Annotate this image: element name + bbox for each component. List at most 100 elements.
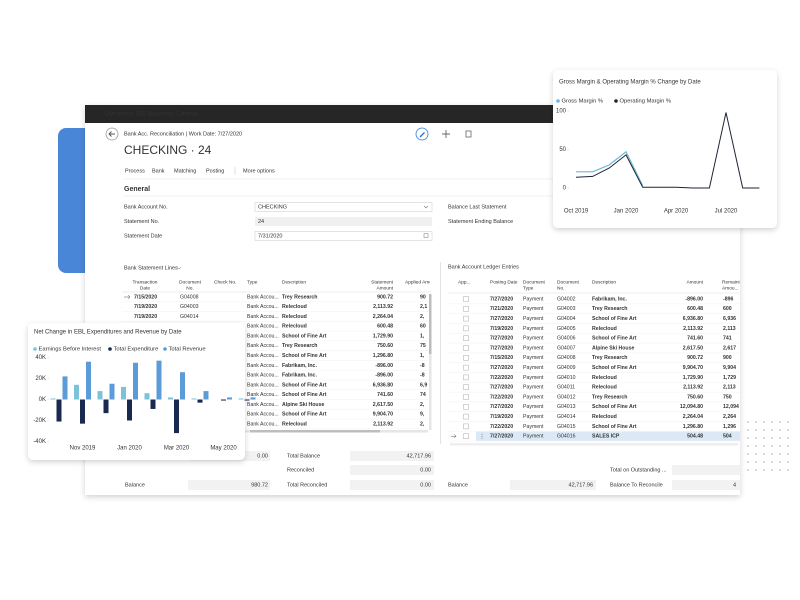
legend-label[interactable]: Gross Margin % [562, 99, 604, 105]
decor-dot [755, 437, 757, 439]
checkbox[interactable] [463, 394, 469, 400]
cell[interactable]: School of Fine Art [282, 392, 327, 398]
field-input[interactable] [254, 231, 433, 241]
action-tab[interactable]: Bank [152, 168, 165, 174]
bar [227, 397, 232, 400]
decor-dot [787, 429, 789, 431]
checkbox[interactable] [463, 404, 469, 410]
action-tab[interactable]: Matching [174, 168, 196, 174]
column-header: Applied Amou... [405, 279, 439, 285]
cell[interactable]: Fabrikam, Inc. [592, 296, 627, 302]
bar [50, 398, 56, 400]
cell: 7/27/2020 [490, 336, 513, 342]
cell[interactable]: Relecloud [282, 324, 307, 330]
decor-dot [763, 421, 765, 423]
cell: Payment [523, 296, 544, 302]
cell[interactable]: Relecloud [282, 304, 307, 310]
checkbox[interactable] [463, 413, 469, 420]
checkbox[interactable] [463, 433, 469, 439]
legend-label[interactable]: Operating Margin % [620, 99, 672, 105]
cell: Bank Accou... [247, 304, 279, 310]
cell[interactable]: Relecloud [282, 421, 307, 427]
checkbox[interactable] [463, 325, 469, 332]
cell: 2, [420, 402, 425, 408]
new-button[interactable] [442, 130, 450, 138]
decor-dot [755, 453, 757, 455]
delete-button[interactable] [465, 130, 472, 138]
cell: Payment [523, 424, 544, 430]
cell: Payment [523, 306, 544, 312]
legend-label[interactable]: Total Revenue [169, 347, 206, 353]
cell[interactable]: Relecloud [592, 414, 617, 420]
decor-dot [787, 469, 789, 471]
action-tab[interactable]: Posting [206, 168, 224, 174]
cell[interactable]: School of Fine Art [282, 353, 327, 359]
bar [109, 383, 115, 400]
decor-dot [747, 421, 749, 423]
total-value: 980.72 [251, 482, 268, 488]
cell: 7/27/2020 [490, 385, 513, 391]
field-input[interactable] [254, 202, 433, 212]
cell[interactable]: Relecloud [592, 375, 617, 381]
action-tab[interactable]: Process [125, 168, 145, 174]
legend-label[interactable]: Earnings Before Interest [39, 347, 102, 353]
cell[interactable]: Trey Research [592, 355, 627, 361]
cell[interactable]: Trey Research [592, 306, 627, 312]
cell[interactable]: School of Fine Art [282, 382, 327, 388]
checkbox[interactable] [463, 374, 469, 381]
cell[interactable]: Fabrikam, Inc. [282, 373, 317, 379]
decor-dot [779, 429, 781, 431]
cell: 900.72 [687, 355, 703, 361]
field-label: Statement Ending Balance [448, 219, 513, 225]
checkbox[interactable] [463, 296, 469, 302]
cell[interactable]: Trey Research [592, 394, 627, 400]
decor-dot [763, 445, 765, 447]
decor-dot [755, 421, 757, 423]
y-tick-label: 0K [39, 397, 46, 403]
legend-label[interactable]: Total Expenditure [114, 347, 159, 353]
checkbox[interactable] [463, 384, 469, 390]
decor-dot [779, 453, 781, 455]
field-label: Balance Last Statement [448, 204, 507, 210]
field-label: Statement No. [124, 219, 160, 225]
decor-dot [771, 429, 773, 431]
chart-title: Gross Margin & Operating Margin % Change… [559, 80, 701, 86]
checkbox[interactable] [463, 335, 469, 341]
cell[interactable]: School of Fine Art [592, 424, 637, 430]
page-title: CHECKING · 24 [124, 143, 212, 157]
total-label: Balance [448, 482, 468, 488]
cell: 74 [420, 392, 426, 398]
cell[interactable]: Trey Research [282, 343, 317, 349]
decor-dot [787, 461, 789, 463]
cell[interactable]: Trey Research [282, 294, 317, 300]
cell: 2,617.50 [373, 402, 393, 408]
cell: Bank Accou... [247, 421, 279, 427]
cell[interactable]: School of Fine Art [592, 316, 637, 322]
cell[interactable]: SALES ICP [592, 434, 620, 440]
cell[interactable]: School of Fine Art [592, 365, 637, 371]
cell[interactable]: School of Fine Art [592, 336, 637, 342]
cell[interactable]: Fabrikam, Inc. [282, 363, 317, 369]
cell[interactable]: Relecloud [592, 385, 617, 391]
cell[interactable]: School of Fine Art [592, 404, 637, 410]
cell: Payment [523, 434, 544, 440]
total-label: Balance [125, 482, 145, 488]
checkbox[interactable] [463, 345, 469, 351]
cell[interactable]: Alpine Ski House [592, 345, 634, 351]
decor-dot [763, 461, 765, 463]
decor-dot [755, 461, 757, 463]
checkbox[interactable] [463, 355, 469, 361]
checkbox[interactable] [463, 423, 469, 430]
checkbox[interactable] [463, 306, 469, 312]
action-tab[interactable]: More options [243, 168, 275, 174]
checkbox[interactable] [463, 315, 469, 322]
cell[interactable]: Relecloud [282, 314, 307, 320]
cell[interactable]: Relecloud [592, 326, 617, 332]
cell: G04008 [180, 294, 199, 300]
cell[interactable]: School of Fine Art [282, 333, 327, 339]
checkbox[interactable] [463, 364, 469, 371]
cell[interactable]: Alpine Ski House [282, 402, 324, 408]
cell: Payment [523, 414, 544, 420]
cell[interactable]: School of Fine Art [282, 412, 327, 418]
decor-dot [771, 461, 773, 463]
